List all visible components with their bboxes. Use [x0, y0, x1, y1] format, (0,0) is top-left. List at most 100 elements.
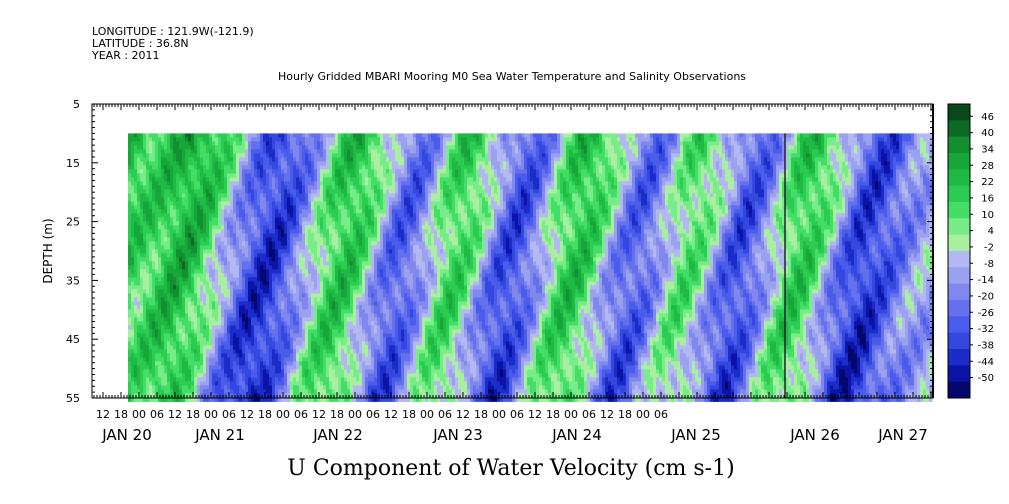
heatmap-cell — [167, 385, 171, 390]
heatmap-cell — [140, 229, 144, 234]
heatmap-cell — [137, 293, 141, 298]
heatmap-cell — [167, 225, 171, 230]
heatmap-cell — [197, 277, 201, 282]
heatmap-cell — [176, 317, 180, 322]
heatmap-cell — [227, 197, 231, 202]
heatmap-cell — [335, 209, 339, 214]
heatmap-cell — [236, 337, 240, 342]
heatmap-cell — [263, 385, 267, 390]
heatmap-cell — [158, 301, 162, 306]
heatmap-cell — [248, 381, 252, 386]
heatmap-cell — [338, 249, 342, 254]
heatmap-cell — [158, 313, 162, 318]
heatmap-cell — [212, 257, 216, 262]
heatmap-cell — [257, 157, 261, 162]
heatmap-cell — [278, 205, 282, 210]
heatmap-cell — [227, 317, 231, 322]
heatmap-cell — [236, 265, 240, 270]
heatmap-cell — [173, 309, 177, 314]
heatmap-cell — [284, 245, 288, 250]
heatmap-cell — [278, 169, 282, 174]
heatmap-cell — [167, 233, 171, 238]
heatmap-cell — [347, 377, 351, 382]
heatmap-cell — [245, 281, 249, 286]
heatmap-cell — [128, 233, 132, 238]
heatmap-cell — [143, 201, 147, 206]
heatmap-cell — [197, 313, 201, 318]
heatmap-cell — [158, 245, 162, 250]
heatmap-cell — [236, 357, 240, 362]
heatmap-cell — [203, 149, 207, 154]
heatmap-cell — [299, 365, 303, 370]
heatmap-cell — [293, 233, 297, 238]
heatmap-cell — [347, 229, 351, 234]
heatmap-cell — [248, 157, 252, 162]
heatmap-cell — [332, 197, 336, 202]
heatmap-cell — [302, 365, 306, 370]
heatmap-cell — [179, 297, 183, 302]
heatmap-cell — [143, 333, 147, 338]
heatmap-cell — [203, 297, 207, 302]
heatmap-cell — [290, 237, 294, 242]
heatmap-cell — [293, 193, 297, 198]
heatmap-cell — [128, 389, 132, 394]
heatmap-cell — [263, 293, 267, 298]
heatmap-cell — [146, 193, 150, 198]
heatmap-cell — [212, 165, 216, 170]
heatmap-cell — [311, 197, 315, 202]
heatmap-cell — [176, 325, 180, 330]
heatmap-cell — [176, 397, 180, 402]
heatmap-cell — [194, 201, 198, 206]
heatmap-cell — [341, 157, 345, 162]
heatmap-cell — [263, 157, 267, 162]
heatmap-cell — [326, 233, 330, 238]
heatmap-cell — [161, 197, 165, 202]
heatmap-cell — [275, 389, 279, 394]
heatmap-cell — [212, 377, 216, 382]
heatmap-cell — [326, 381, 330, 386]
heatmap-cell — [218, 313, 222, 318]
heatmap-cell — [344, 241, 348, 246]
heatmap-cell — [182, 385, 186, 390]
heatmap-cell — [209, 157, 213, 162]
heatmap-cell — [215, 205, 219, 210]
heatmap-cell — [275, 361, 279, 366]
heatmap-cell — [278, 285, 282, 290]
heatmap-cell — [203, 289, 207, 294]
heatmap-cell — [227, 313, 231, 318]
heatmap-cell — [146, 277, 150, 282]
heatmap-cell — [161, 185, 165, 190]
heatmap-cell — [302, 161, 306, 166]
heatmap-cell — [269, 189, 273, 194]
heatmap-cell — [191, 373, 195, 378]
heatmap-cell — [209, 389, 213, 394]
heatmap-cell — [296, 397, 300, 402]
heatmap-cell — [137, 369, 141, 374]
heatmap-cell — [257, 349, 261, 354]
heatmap-cell — [290, 365, 294, 370]
heatmap-cell — [128, 185, 132, 190]
heatmap-cell — [221, 341, 225, 346]
heatmap-cell — [260, 133, 264, 138]
heatmap-cell — [215, 161, 219, 166]
heatmap-cell — [218, 285, 222, 290]
heatmap-cell — [284, 377, 288, 382]
heatmap-cell — [254, 213, 258, 218]
heatmap-cell — [134, 177, 138, 182]
heatmap-cell — [143, 233, 147, 238]
heatmap-cell — [272, 237, 276, 242]
heatmap-cell — [242, 249, 246, 254]
heatmap-cell — [197, 229, 201, 234]
heatmap-cell — [179, 197, 183, 202]
heatmap-cell — [212, 185, 216, 190]
heatmap-cell — [314, 385, 318, 390]
heatmap-cell — [188, 221, 192, 226]
heatmap-cell — [272, 281, 276, 286]
heatmap-cell — [251, 281, 255, 286]
heatmap-cell — [227, 253, 231, 258]
heatmap-cell — [245, 221, 249, 226]
heatmap-cell — [200, 269, 204, 274]
heatmap-cell — [308, 249, 312, 254]
heatmap-cell — [218, 369, 222, 374]
heatmap-cell — [170, 189, 174, 194]
